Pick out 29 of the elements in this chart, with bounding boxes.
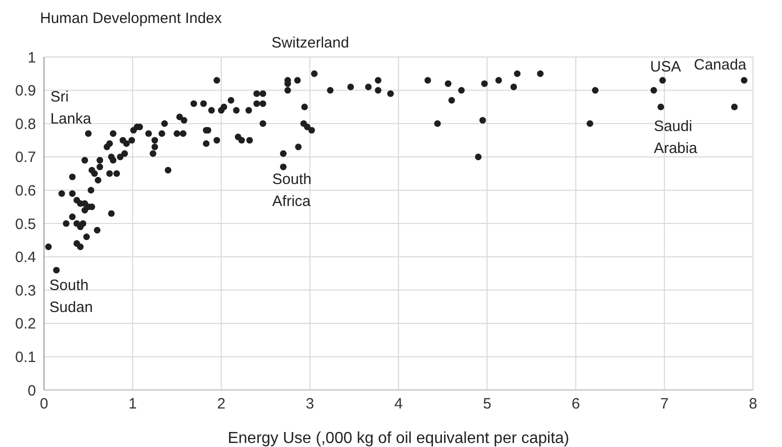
x-tick-label: 8 xyxy=(748,396,758,413)
annotation: Switzerland xyxy=(272,34,350,52)
x-tick-label: 2 xyxy=(217,396,226,413)
y-tick-label: 1 xyxy=(28,49,36,66)
x-tick-label: 4 xyxy=(394,396,403,413)
x-tick-label: 0 xyxy=(40,396,48,413)
x-tick-label: 5 xyxy=(482,396,492,413)
annotation: South Sudan xyxy=(49,277,93,316)
y-tick-label: 0.7 xyxy=(15,149,36,166)
annotation: USA xyxy=(650,58,682,76)
x-tick-label: 3 xyxy=(306,396,314,413)
x-tick-label: 6 xyxy=(572,396,580,413)
y-axis-title: Human Development Index xyxy=(40,10,222,27)
x-axis-title: Energy Use (,000 kg of oil equivalent per capita) xyxy=(228,430,570,447)
y-tick-label: 0 xyxy=(28,382,36,400)
annotation: Saudi Arabia xyxy=(654,118,698,157)
y-tick-label: 0.2 xyxy=(15,316,36,333)
annotation: South Africa xyxy=(272,170,312,210)
y-tick-label: 0.4 xyxy=(15,249,36,266)
annotation: Sri Lanka xyxy=(50,88,92,128)
annotation: Canada xyxy=(694,56,748,74)
y-tick-label: 0.9 xyxy=(15,82,36,100)
y-tick-label: 0.3 xyxy=(15,282,36,300)
y-tick-label: 0.6 xyxy=(15,182,36,200)
x-tick-label: 7 xyxy=(660,396,669,413)
y-tick-label: 0.8 xyxy=(15,116,36,133)
x-tick-label: 1 xyxy=(128,396,137,413)
y-tick-label: 0.5 xyxy=(15,216,36,233)
y-tick-label: 0.1 xyxy=(15,349,36,366)
